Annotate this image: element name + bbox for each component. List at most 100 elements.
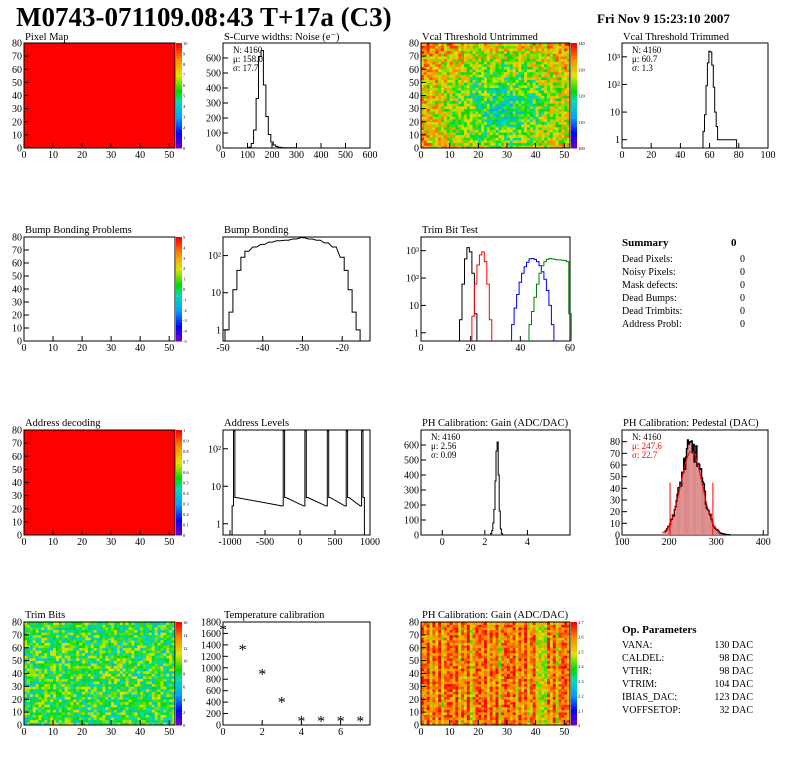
color-scale-cell [571, 647, 577, 651]
color-scale-cell [176, 624, 182, 628]
x-tick-label: 100 [615, 537, 630, 548]
color-scale-cell [571, 145, 577, 149]
color-scale-cell [176, 435, 182, 439]
op-parameters: Op. Parameters VANA: 130 DAC CALDEL: 98 DAC V… [622, 624, 753, 716]
color-scale-cell [571, 132, 577, 136]
color-scale-cell [571, 665, 577, 669]
color-scale-cell [176, 45, 182, 49]
color-scale-cell [571, 622, 577, 626]
x-tick-label: 20 [473, 150, 483, 161]
color-scale-cell [176, 247, 182, 251]
panel-title: Pixel Map [25, 32, 68, 43]
y-tick-label: 600 [206, 686, 221, 697]
stat-label: μ: 158.0 [233, 54, 263, 64]
x-tick-label: 10 [48, 343, 58, 354]
color-scale-cell [571, 69, 577, 73]
x-tick-label: 20 [473, 727, 483, 738]
panel-title: Bump Bonding [224, 225, 289, 236]
x-tick-label: 300 [289, 150, 304, 161]
color-scale-cell [176, 108, 182, 112]
y-tick-label: 600 [206, 54, 221, 65]
color-scale-cell [176, 487, 182, 491]
y-tick-label: 0 [17, 531, 22, 542]
pedestal-bar [684, 469, 686, 535]
color-scale-label: 9 [183, 52, 186, 57]
color-scale-cell [571, 691, 577, 695]
pedestal-bar [668, 526, 670, 535]
color-scale-cell [176, 490, 182, 494]
stat-label: σ: 1.3 [632, 63, 653, 73]
color-scale-cell [176, 524, 182, 528]
y-tick-label: 50 [12, 272, 22, 283]
color-scale-cell [571, 706, 577, 711]
color-scale-cell [176, 632, 182, 636]
color-scale-cell [571, 673, 577, 677]
summary-row-label: Noisy Pixels: [622, 267, 676, 278]
y-tick-label: 30 [409, 682, 419, 693]
color-scale-cell [176, 260, 182, 264]
color-scale-cell [176, 296, 182, 300]
color-scale-cell [176, 82, 182, 86]
y-tick-label: 200 [206, 709, 221, 720]
y-tick-label: 40 [12, 285, 22, 296]
color-scale-cell [176, 103, 182, 107]
color-scale-label: 2 [578, 723, 580, 728]
color-scale-cell [571, 696, 577, 700]
panel-title: Trim Bits [25, 610, 65, 621]
y-tick-label: 30 [12, 682, 22, 693]
color-scale-cell [176, 493, 182, 497]
color-scale-cell [571, 140, 577, 144]
color-scale-label: 3 [183, 256, 186, 261]
x-tick-label: 20 [77, 343, 87, 354]
panel-vcal-untrimmed: Vcal Threshold Untrimmed1401301201101000… [409, 32, 586, 161]
color-scale-cell [176, 302, 182, 306]
color-scale-cell [176, 432, 182, 436]
color-scale-cell [176, 717, 182, 721]
stat-label: N: 4160 [233, 45, 263, 55]
color-scale-cell [176, 111, 182, 115]
color-scale-label: 2 [183, 125, 185, 130]
y-tick-label: 300 [206, 99, 221, 110]
color-scale-cell [571, 124, 577, 128]
pedestal-bar [681, 472, 683, 535]
color-scale-label: 6 [183, 684, 186, 689]
color-scale-cell [176, 333, 182, 337]
color-scale-cell [176, 694, 182, 698]
color-scale-cell [571, 66, 577, 70]
scatter-point: * [239, 642, 247, 659]
heatmap-cells [24, 622, 176, 726]
color-scale-cell [176, 145, 182, 149]
y-tick-label: 70 [409, 630, 419, 641]
y-tick-label: 20 [409, 117, 419, 128]
color-scale-cell [176, 330, 182, 334]
x-tick-label: -1000 [218, 537, 241, 548]
x-tick-label: -500 [256, 537, 274, 548]
pedestal-bar [707, 509, 709, 535]
x-tick-label: 4 [525, 537, 530, 548]
y-tick-label: 500 [404, 456, 419, 467]
y-tick-label: 1 [615, 135, 620, 146]
color-scale-cell [176, 106, 182, 110]
y-tick-label: 30 [12, 104, 22, 115]
x-tick-label: 0 [22, 727, 27, 738]
color-scale-cell [176, 469, 182, 473]
color-scale-label: 4 [183, 104, 186, 109]
x-tick-label: 60 [705, 150, 715, 161]
color-scale-cell [571, 637, 577, 641]
color-scale-cell [176, 257, 182, 261]
plot-frame [222, 429, 371, 536]
y-tick-label: 80 [409, 618, 419, 629]
pedestal-bar [666, 528, 668, 535]
color-scale-cell [176, 263, 182, 267]
pedestal-bar [682, 472, 684, 535]
color-scale-cell [176, 634, 182, 638]
color-scale-cell [176, 304, 182, 308]
color-scale-label: -4 [183, 329, 187, 334]
x-tick-label: 40 [675, 150, 685, 161]
y-tick-label: 40 [409, 669, 419, 680]
y-tick-label: 10 [211, 482, 221, 493]
panel-title: Trim Bit Test [422, 225, 478, 236]
color-scale-cell [176, 673, 182, 677]
color-scale-cell [176, 74, 182, 78]
y-tick-label: 200 [404, 501, 419, 512]
